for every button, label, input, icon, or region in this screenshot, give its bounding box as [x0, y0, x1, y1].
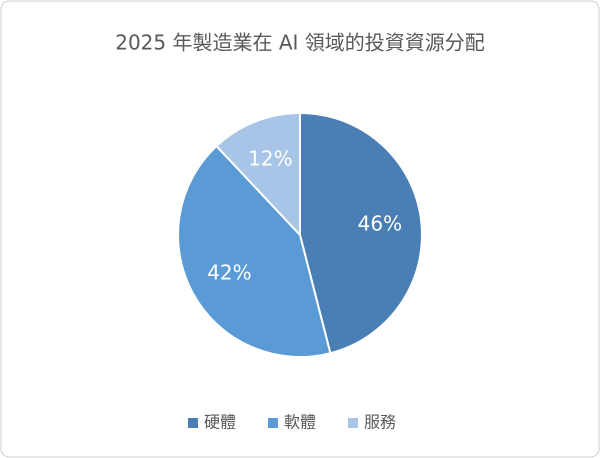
data-label: 12% [248, 147, 292, 171]
pie-slice [177, 144, 332, 358]
data-label: 46% [358, 211, 402, 235]
legend-label: 硬體 [204, 413, 236, 432]
legend-swatch [188, 418, 198, 428]
legend-label: 服務 [364, 413, 396, 432]
data-label: 42% [207, 260, 251, 284]
pie-slice [215, 111, 301, 238]
legend-label: 軟體 [284, 413, 316, 432]
legend-swatch [348, 418, 358, 428]
pie-slice [299, 111, 423, 355]
chart-title: 2025 年製造業在 AI 領域的投資資源分配 [115, 31, 485, 55]
legend-swatch [268, 418, 278, 428]
